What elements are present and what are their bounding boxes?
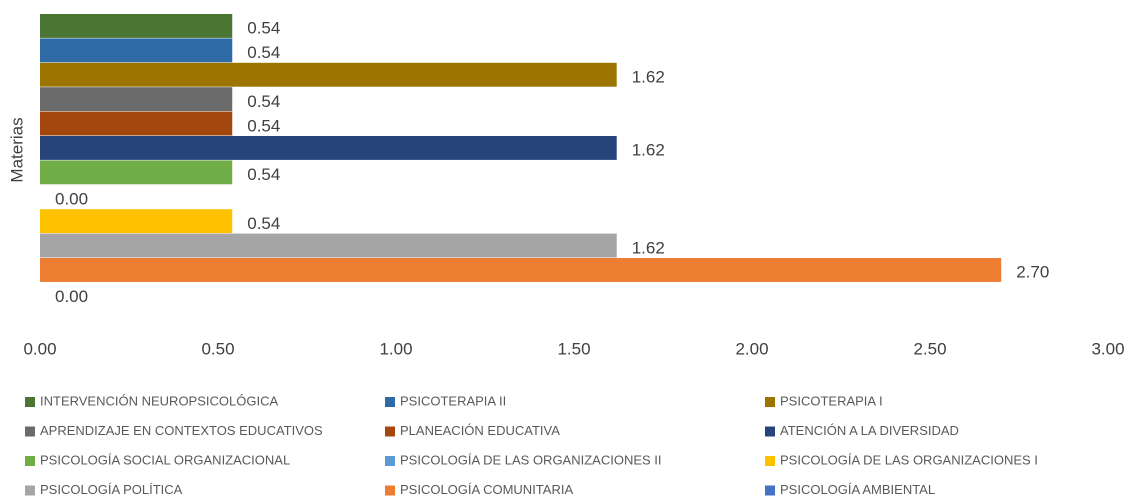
bar bbox=[40, 38, 233, 63]
value-label: 0.54 bbox=[247, 92, 280, 111]
legend-label: PSICOLOGÍA COMUNITARIA bbox=[400, 482, 573, 497]
value-label: 1.62 bbox=[632, 238, 665, 257]
bar bbox=[40, 87, 233, 112]
legend-swatch bbox=[385, 397, 395, 407]
legend-label: PSICOTERAPIA II bbox=[400, 393, 506, 408]
x-tick-label: 0.00 bbox=[23, 339, 56, 358]
value-label: 1.62 bbox=[632, 67, 665, 86]
legend-label: ATENCIÓN A LA DIVERSIDAD bbox=[780, 423, 959, 438]
legend-swatch bbox=[385, 426, 395, 437]
legend-label: APRENDIZAJE EN CONTEXTOS EDUCATIVOS bbox=[40, 423, 323, 438]
value-label: 0.54 bbox=[247, 165, 280, 184]
legend-swatch bbox=[765, 426, 775, 437]
legend-label: PSICOLOGÍA SOCIAL ORGANIZACIONAL bbox=[40, 452, 290, 467]
value-label: 0.54 bbox=[247, 19, 280, 38]
legend-swatch bbox=[765, 485, 775, 496]
legend-label: PSICOLOGÍA DE LAS ORGANIZACIONES II bbox=[400, 452, 662, 467]
legend-swatch bbox=[25, 456, 35, 466]
legend-label: PLANEACIÓN EDUCATIVA bbox=[400, 423, 560, 438]
bar bbox=[40, 14, 233, 38]
legend-swatch bbox=[25, 426, 35, 437]
bar bbox=[40, 233, 617, 258]
x-tick-label: 1.00 bbox=[379, 339, 412, 358]
value-label: 1.62 bbox=[632, 141, 665, 160]
legend-swatch bbox=[385, 485, 395, 496]
value-label: 0.00 bbox=[55, 287, 88, 306]
x-tick-label: 1.50 bbox=[557, 339, 590, 358]
legend-label: INTERVENCIÓN NEUROPSICOLÓGICA bbox=[40, 393, 278, 408]
legend-swatch bbox=[765, 456, 775, 466]
legend-label: PSICOTERAPIA I bbox=[780, 393, 883, 408]
x-tick-label: 3.00 bbox=[1091, 339, 1124, 358]
legend-label: PSICOLOGÍA DE LAS ORGANIZACIONES I bbox=[780, 452, 1038, 467]
legend-swatch bbox=[765, 397, 775, 407]
bar bbox=[40, 111, 233, 136]
value-label: 0.54 bbox=[247, 214, 280, 233]
legend-label: PSICOLOGÍA POLÍTICA bbox=[40, 482, 183, 497]
value-label: 0.54 bbox=[247, 116, 280, 135]
legend-swatch bbox=[25, 485, 35, 496]
value-label: 0.00 bbox=[55, 189, 88, 208]
legend-swatch bbox=[25, 397, 35, 407]
bar bbox=[40, 209, 233, 234]
value-label: 2.70 bbox=[1016, 263, 1049, 282]
bar bbox=[40, 160, 233, 185]
x-tick-label: 2.50 bbox=[913, 339, 946, 358]
bar bbox=[40, 62, 617, 87]
legend-label: PSICOLOGÍA AMBIENTAL bbox=[780, 482, 935, 497]
y-axis-title: Materias bbox=[7, 117, 26, 182]
legend-swatch bbox=[385, 456, 395, 466]
bar bbox=[40, 136, 617, 160]
x-tick-label: 0.50 bbox=[201, 339, 234, 358]
x-tick-label: 2.00 bbox=[735, 339, 768, 358]
bar bbox=[40, 258, 1002, 282]
value-label: 0.54 bbox=[247, 43, 280, 62]
